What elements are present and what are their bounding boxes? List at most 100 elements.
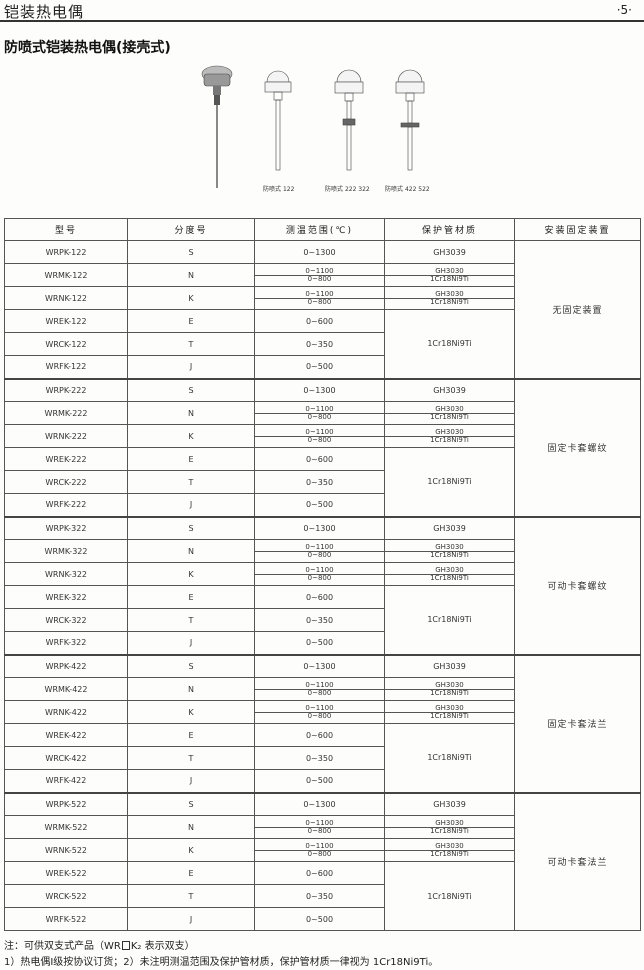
model-cell: WRMK-122 — [4, 263, 128, 287]
range-cell: 0~500 — [254, 907, 385, 931]
range-cell: 0~1300 — [254, 791, 385, 816]
material-value: 1Cr18Ni9Ti — [385, 573, 514, 582]
graduation-cell: T — [127, 470, 255, 494]
material-value: 1Cr18Ni9Ti — [385, 412, 514, 421]
caption-422-522: 防喷式 422 522 — [385, 185, 430, 193]
material-value: GH3030 — [435, 703, 464, 712]
graduation-cell: J — [127, 493, 255, 517]
model-cell: WRFK-422 — [4, 769, 128, 793]
material-value: GH3030 — [435, 404, 464, 413]
range-cell: 0~1100 0~800 — [254, 815, 385, 839]
table-row: WRMK-422 N 0~1100 0~800 GH3030 1Cr18Ni9Ti — [4, 677, 641, 701]
note-dual-post: K₂ 表示双支） — [130, 941, 195, 952]
graduation-cell: T — [127, 746, 255, 770]
graduation-cell: K — [127, 424, 255, 448]
material-value: GH3030 — [435, 818, 464, 827]
range-cell: 0~350 — [254, 746, 385, 770]
range-value: 0~800 — [255, 688, 384, 697]
graduation-cell: N — [127, 677, 255, 701]
table-row: WRNK-122 K 0~1100 0~800 GH3030 1Cr18Ni9Ti — [4, 286, 641, 310]
range-value: 0~800 — [255, 435, 384, 444]
range-cell: 0~600 — [254, 723, 385, 747]
model-cell: WRPK-122 — [4, 240, 128, 264]
model-cell: WRMK-422 — [4, 677, 128, 701]
model-cell: WRNK-322 — [4, 562, 128, 586]
mounting-cell: 无固定装置 — [514, 240, 641, 379]
graduation-cell: T — [127, 608, 255, 632]
material-cell: GH3039 — [384, 653, 515, 678]
table-row: WRFK-322 J 0~500 — [4, 631, 641, 655]
graduation-cell: K — [127, 562, 255, 586]
range-value: 0~800 — [255, 550, 384, 559]
table-row: WRPK-222 S 0~1300 GH3039 固定卡套螺纹 — [4, 377, 641, 517]
graduation-cell: E — [127, 861, 255, 885]
material-cell: GH3030 1Cr18Ni9Ti — [384, 263, 515, 287]
range-value: 0~1100 — [305, 818, 334, 827]
material-cell: GH3030 1Cr18Ni9Ti — [384, 562, 515, 586]
model-cell: WREK-222 — [4, 447, 128, 471]
range-cell: 0~1100 0~800 — [254, 562, 385, 586]
model-cell: WRNK-422 — [4, 700, 128, 724]
range-cell: 0~350 — [254, 608, 385, 632]
material-cell: GH3030 1Cr18Ni9Ti — [384, 838, 515, 862]
graduation-cell: N — [127, 263, 255, 287]
table-body: WRPK-122 S 0~1300 GH3039 无固定装置 WRMK-122 N 0~110… — [4, 240, 641, 931]
range-value: 0~1100 — [305, 266, 334, 275]
material-cell: GH3030 1Cr18Ni9Ti — [384, 539, 515, 563]
material-cell: GH3030 1Cr18Ni9Ti — [384, 401, 515, 425]
graduation-cell: K — [127, 286, 255, 310]
model-cell: WRPK-222 — [4, 377, 128, 402]
material-value: 1Cr18Ni9Ti — [385, 688, 514, 697]
range-value: 0~1100 — [305, 404, 334, 413]
material-value: GH3030 — [435, 266, 464, 275]
graduation-cell: S — [127, 377, 255, 402]
graduation-cell: S — [127, 653, 255, 678]
model-cell: WRNK-222 — [4, 424, 128, 448]
range-value: 0~800 — [255, 274, 384, 283]
model-cell: WRPK-322 — [4, 515, 128, 540]
thermocouple-drawing-422 — [395, 69, 425, 171]
range-cell: 0~1300 — [254, 653, 385, 678]
range-cell: 0~500 — [254, 355, 385, 379]
range-cell: 0~1100 0~800 — [254, 401, 385, 425]
graduation-cell: E — [127, 723, 255, 747]
range-cell: 0~1100 0~800 — [254, 700, 385, 724]
graduation-cell: S — [127, 515, 255, 540]
range-cell: 0~350 — [254, 332, 385, 356]
table-row: WRMK-122 N 0~1100 0~800 GH3030 1Cr18Ni9Ti — [4, 263, 641, 287]
model-cell: WRMK-522 — [4, 815, 128, 839]
table-row: WRMK-522 N 0~1100 0~800 GH3030 1Cr18Ni9Ti — [4, 815, 641, 839]
table-row: WRNK-322 K 0~1100 0~800 GH3030 1Cr18Ni9Ti — [4, 562, 641, 586]
shared-material-cell: 1Cr18Ni9Ti — [384, 723, 515, 793]
graduation-cell: J — [127, 355, 255, 379]
chapter-title: 铠装热电偶 — [4, 3, 85, 21]
table-row: WRMK-222 N 0~1100 0~800 GH3030 1Cr18Ni9Ti — [4, 401, 641, 425]
mounting-cell: 固定卡套螺纹 — [514, 377, 641, 517]
spec-table: 型号 分度号 测温范围(℃) 保护管材质 安装固定装置 WRPK-122 S 0~1… — [4, 218, 641, 931]
table-row: WRPK-522 S 0~1300 GH3039 可动卡套法兰 — [4, 791, 641, 931]
thermocouple-drawing-222 — [334, 69, 364, 171]
range-value: 0~1100 — [305, 427, 334, 436]
material-value: GH3030 — [435, 565, 464, 574]
table-row: WRCK-522 T 0~350 — [4, 884, 641, 908]
model-cell: WRMK-322 — [4, 539, 128, 563]
material-cell: GH3039 — [384, 515, 515, 540]
model-cell: WRFK-222 — [4, 493, 128, 517]
range-cell: 0~500 — [254, 631, 385, 655]
range-value: 0~1100 — [305, 841, 334, 850]
graduation-cell: J — [127, 631, 255, 655]
caption-122: 防喷式 122 — [263, 185, 295, 193]
range-cell: 0~1100 0~800 — [254, 286, 385, 310]
material-cell: GH3030 1Cr18Ni9Ti — [384, 286, 515, 310]
material-value: GH3030 — [435, 542, 464, 551]
range-value: 0~800 — [255, 297, 384, 306]
range-cell: 0~1100 0~800 — [254, 424, 385, 448]
caption-222-322: 防喷式 222 322 — [325, 185, 370, 193]
graduation-cell: J — [127, 907, 255, 931]
model-cell: WRNK-122 — [4, 286, 128, 310]
material-value: 1Cr18Ni9Ti — [385, 826, 514, 835]
range-cell: 0~500 — [254, 769, 385, 793]
page-number: ·5· — [616, 3, 632, 17]
graduation-cell: T — [127, 332, 255, 356]
range-value: 0~800 — [255, 711, 384, 720]
